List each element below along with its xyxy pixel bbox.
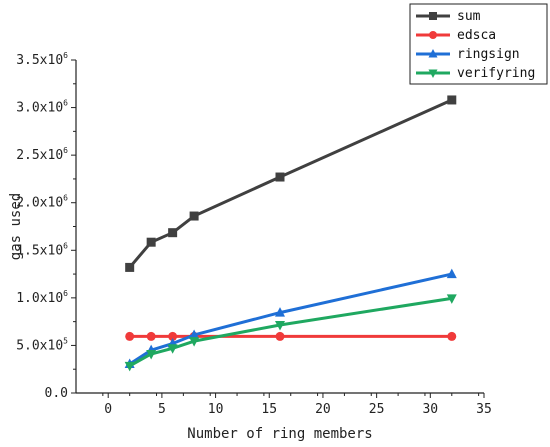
series-sum [125, 95, 457, 272]
data-point-edsca [275, 331, 285, 341]
data-point-verifyring [167, 344, 178, 354]
data-point-ringsign [275, 307, 285, 317]
data-point-verifyring [189, 337, 200, 347]
series-line-ringsign [128, 272, 453, 366]
y-tick-label: 2.0x106 [16, 194, 68, 211]
data-point-sum [189, 211, 199, 221]
data-point-ringsign [446, 268, 457, 279]
series-edsca [125, 331, 457, 341]
x-tick-label: 5 [158, 402, 166, 417]
x-tick-label: 20 [315, 402, 331, 417]
legend-label-verifyring: verifyring [457, 66, 535, 81]
x-tick-label: 30 [422, 402, 438, 417]
x-tick-label: 35 [476, 402, 492, 417]
series-ringsign [124, 268, 457, 368]
data-point-verifyring [275, 320, 285, 331]
legend: sum edsca ringsign verifyring [409, 3, 548, 85]
series-verifyring [124, 294, 457, 372]
y-tick-label: 3.5x106 [16, 51, 68, 68]
data-point-verifyring [146, 349, 157, 360]
legend-marker-edsca [429, 31, 437, 39]
data-point-edsca [125, 331, 135, 341]
data-point-edsca [146, 331, 156, 341]
data-point-edsca [168, 331, 178, 341]
data-point-sum [146, 237, 156, 247]
legend-item-edsca: edsca [416, 28, 496, 43]
x-axis-title: Number of ring members [187, 426, 372, 442]
data-point-sum [447, 95, 457, 105]
y-tick-label: 3.0x106 [16, 99, 68, 116]
legend-item-verifyring: verifyring [416, 66, 535, 81]
x-tick-label: 10 [208, 402, 224, 417]
data-point-edsca [447, 331, 457, 341]
y-tick-label: 1.5x106 [16, 241, 68, 258]
series-line-sum [128, 98, 453, 269]
y-tick-label: 1.0x106 [16, 289, 68, 306]
y-tick-label: 0.0 [45, 386, 68, 401]
axes: 0 5 10 15 20 25 30 35 0.0 5.0x105 1.0x106 1.5x106 2.… [16, 51, 492, 417]
data-point-verifyring [446, 294, 457, 304]
data-point-sum [125, 262, 135, 272]
legend-marker-verifyring [428, 69, 438, 78]
legend-label-ringsign: ringsign [457, 47, 520, 62]
legend-marker-ringsign [428, 49, 438, 58]
series-line-verifyring [128, 296, 453, 368]
x-tick-label: 25 [369, 402, 385, 417]
series-layer [124, 95, 457, 372]
data-point-verifyring [124, 361, 135, 372]
legend-item-ringsign: ringsign [416, 47, 520, 62]
x-tick-label: 15 [261, 402, 277, 417]
x-tick-label: 0 [104, 402, 112, 417]
y-tick-label: 5.0x105 [16, 336, 68, 353]
legend-label-edsca: edsca [457, 28, 496, 43]
y-tick-label: 2.5x106 [16, 146, 68, 163]
y-axis-title: gas used [8, 193, 24, 260]
data-point-sum [168, 228, 178, 238]
legend-label-sum: sum [457, 9, 481, 24]
legend-item-sum: sum [416, 9, 481, 24]
data-point-ringsign [189, 329, 200, 339]
legend-marker-sum [429, 12, 437, 20]
data-point-sum [275, 172, 285, 182]
